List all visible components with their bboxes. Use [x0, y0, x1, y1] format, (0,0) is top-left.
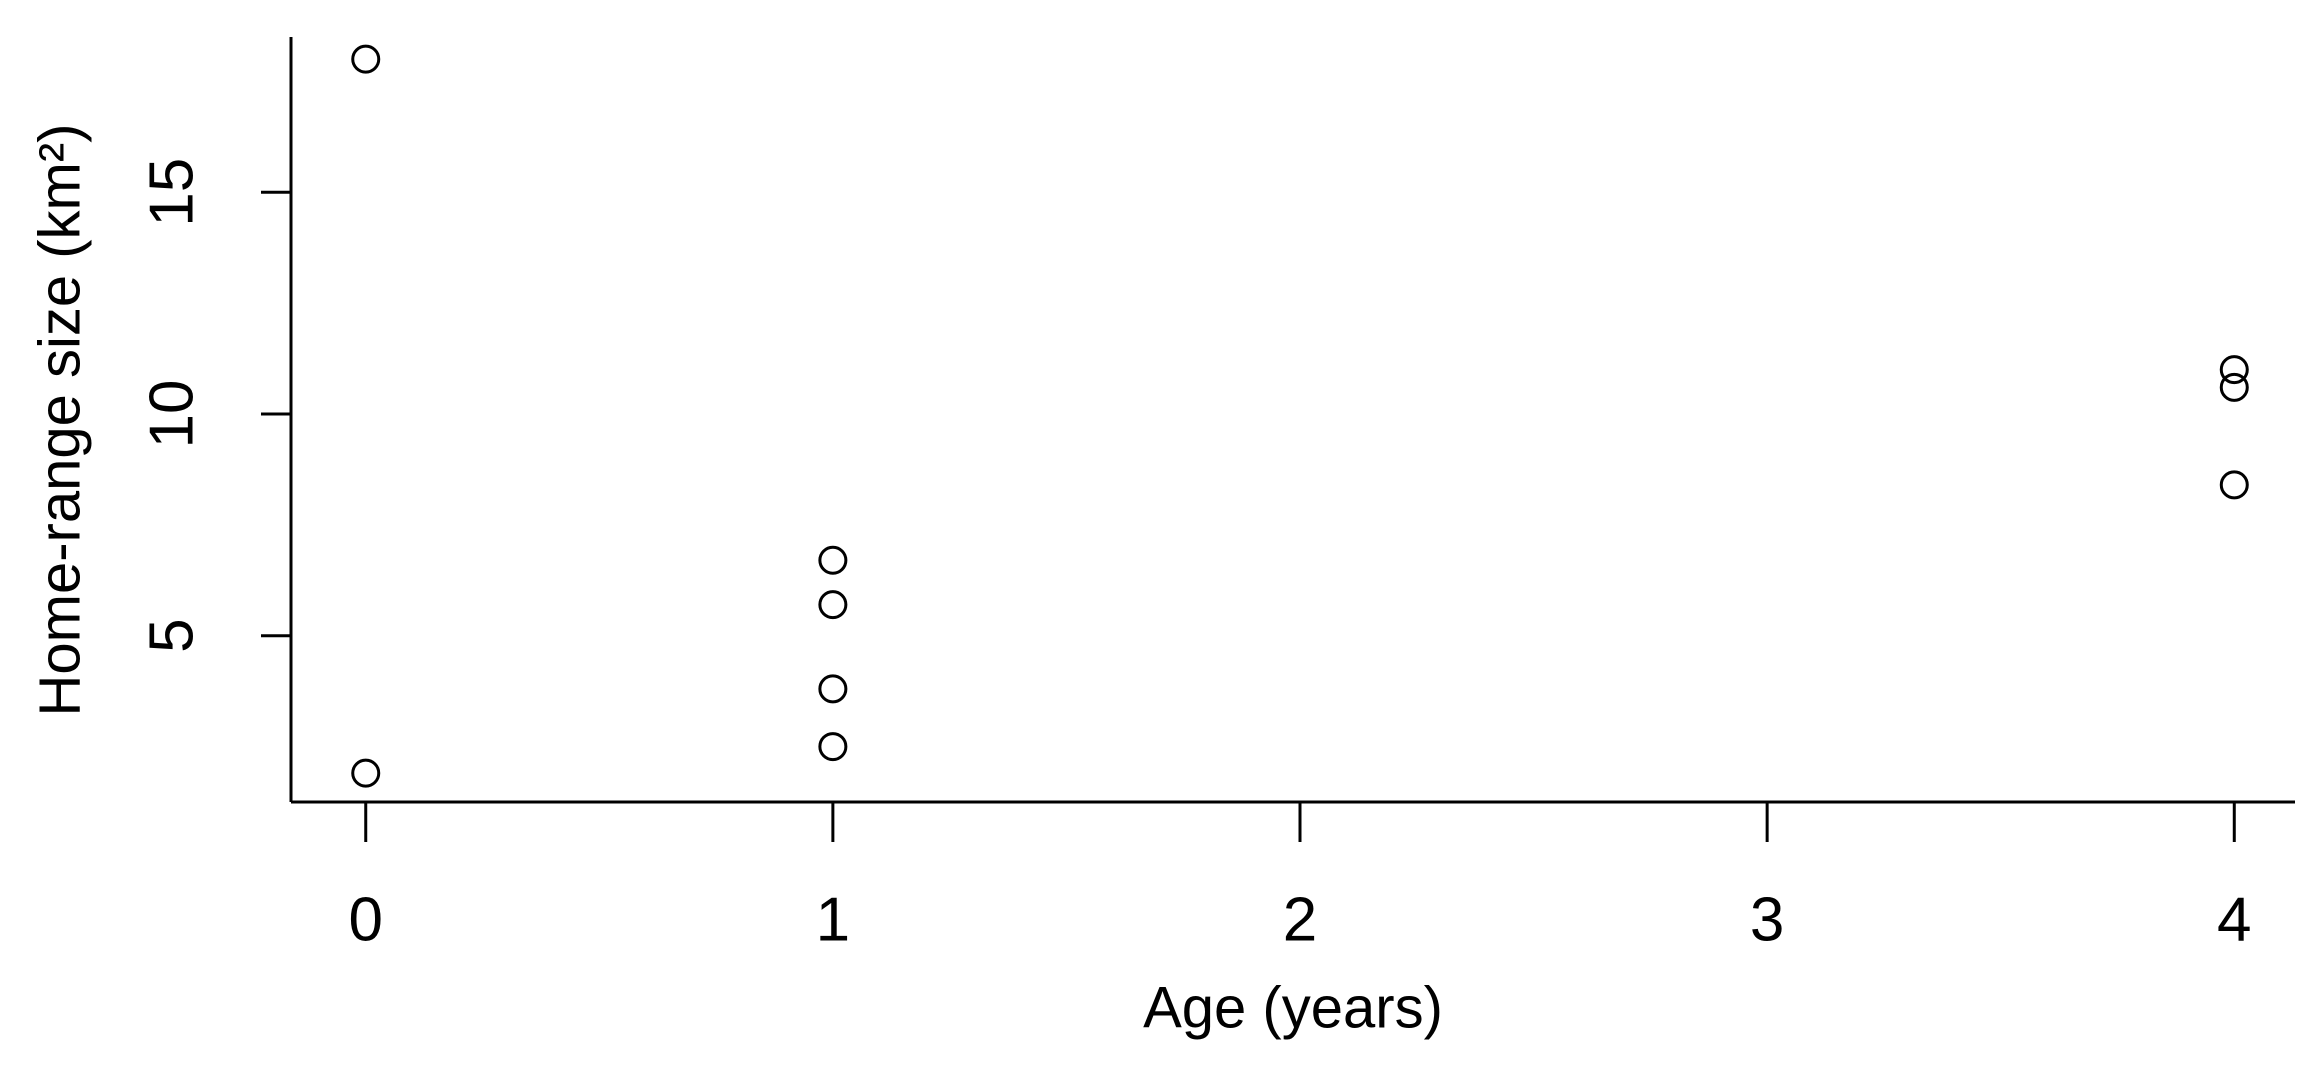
point	[2219, 372, 2249, 402]
point	[2219, 355, 2249, 385]
point	[818, 732, 848, 762]
y-tick-label: 10	[137, 379, 206, 448]
point	[351, 44, 381, 74]
point	[818, 545, 848, 575]
x-axis-title: Age (years)	[1143, 975, 1443, 1040]
point	[818, 590, 848, 620]
x-tick-label: 3	[1750, 885, 1784, 954]
y-tick-label: 15	[137, 158, 206, 227]
point	[351, 758, 381, 788]
y-axis-title: Home-range size (km²)	[27, 124, 92, 717]
x-tick-label: 4	[2217, 885, 2251, 954]
y-tick-label: 5	[137, 618, 206, 652]
point	[818, 674, 848, 704]
x-tick-label: 1	[816, 885, 850, 954]
x-tick-label: 2	[1283, 885, 1317, 954]
x-tick-label: 0	[348, 885, 382, 954]
point	[2219, 470, 2249, 500]
